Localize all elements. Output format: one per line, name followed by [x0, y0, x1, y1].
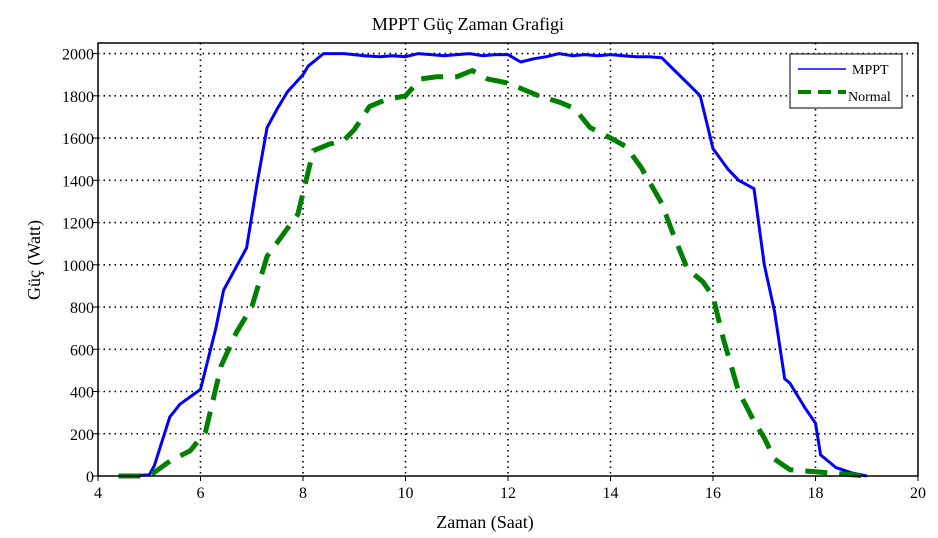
- y-tick-label: 1400: [62, 173, 94, 190]
- x-axis-label: Zaman (Saat): [436, 512, 533, 533]
- y-tick-label: 200: [70, 427, 94, 444]
- x-tick-label: 20: [910, 485, 926, 502]
- y-tick-label: 1200: [62, 216, 94, 233]
- legend-box: [789, 53, 903, 109]
- x-tick-label: 4: [94, 485, 102, 502]
- x-tick-label: 16: [705, 485, 721, 502]
- y-ticks: 0 200 400 600 800 1000 1200 1400 1600 1800 2000: [62, 47, 98, 486]
- x-tick-label: 12: [500, 485, 516, 502]
- x-tick-label: 14: [603, 485, 619, 502]
- legend-label-mppt: MPPT: [852, 63, 889, 78]
- y-tick-label: 1800: [62, 89, 94, 106]
- x-tick-label: 8: [299, 485, 307, 502]
- y-tick-label: 600: [70, 342, 94, 359]
- legend: MPPT Normal: [789, 53, 903, 109]
- y-tick-label: 0: [86, 469, 94, 486]
- y-tick-label: 1000: [62, 258, 94, 275]
- series-line-mppt: [118, 52, 868, 478]
- legend-label-normal: Normal: [848, 90, 891, 105]
- y-tick-label: 1600: [62, 131, 94, 148]
- x-tick-label: 10: [398, 485, 414, 502]
- x-tick-label: 18: [808, 485, 824, 502]
- y-tick-label: 400: [70, 385, 94, 402]
- y-tick-label: 2000: [62, 47, 94, 64]
- series-lines: [118, 52, 868, 479]
- x-ticks: 4 6 8 10 12 14 16 18 20: [94, 476, 926, 502]
- x-tick-label: 6: [197, 485, 205, 502]
- series-line-normal: [118, 68, 868, 479]
- y-axis-label: Güç (Watt): [24, 220, 45, 300]
- chart-title: MPPT Güç Zaman Grafigi: [372, 14, 564, 34]
- y-tick-label: 800: [70, 300, 94, 317]
